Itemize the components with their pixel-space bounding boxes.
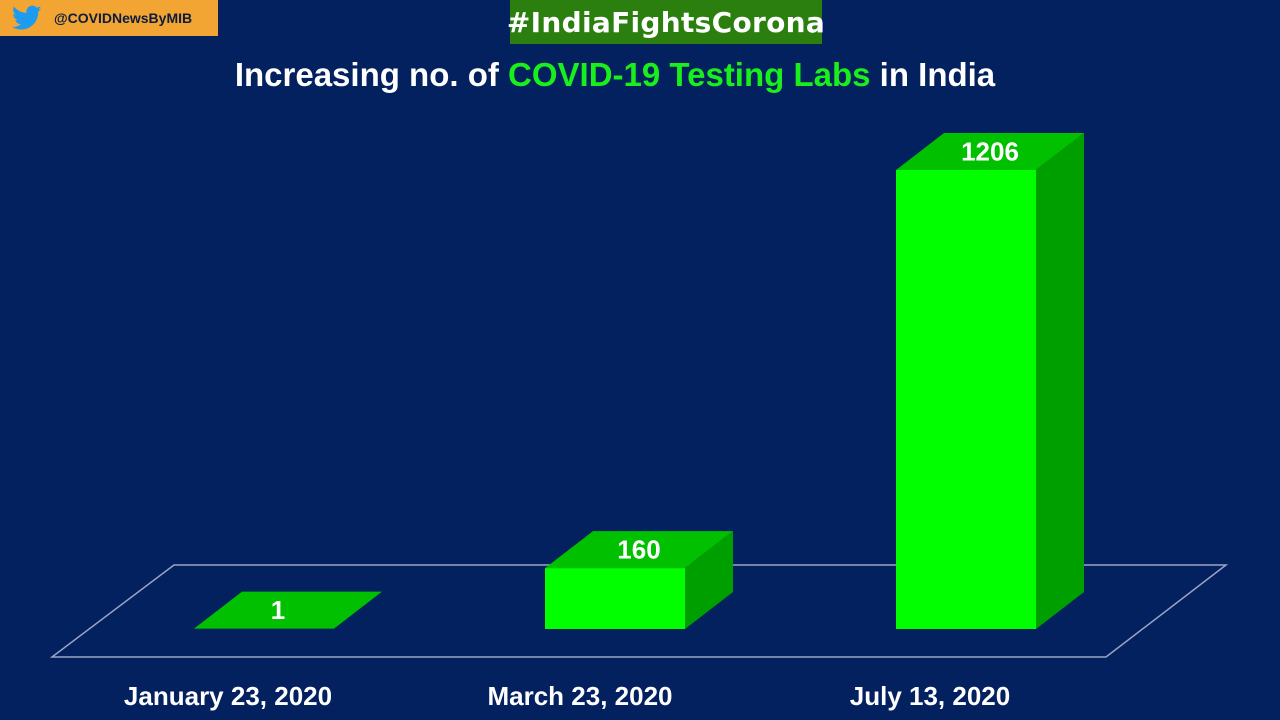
title-part-1: Increasing no. of: [234, 56, 509, 93]
bar-1: [194, 591, 382, 629]
chart-title: Increasing no. of COVID-19 Testing Labs …: [0, 56, 1230, 94]
title-highlight: COVID-19 Testing Labs: [508, 56, 871, 93]
bar-front-face: [545, 568, 685, 629]
bar-data-label: 160: [617, 535, 660, 565]
twitter-bird-icon: [12, 5, 42, 31]
bar-top-face: [896, 133, 1084, 170]
chart-floor: [49, 564, 1229, 658]
bar-top-face: [194, 591, 382, 629]
bar-2: [545, 531, 733, 629]
bar-data-label: 1206: [961, 137, 1019, 167]
category-label: July 13, 2020: [850, 681, 1010, 711]
hashtag-banner: #IndiaFightsCorona: [507, 0, 825, 44]
title-part-3: in India: [870, 56, 996, 93]
bars-group: [194, 133, 1084, 629]
bar-data-label: 1: [271, 595, 285, 625]
category-label: January 23, 2020: [124, 681, 332, 711]
bar-top-face: [545, 531, 733, 569]
bar-3: [896, 133, 1084, 629]
data-labels-group: 1 160 1206: [271, 137, 1019, 626]
bar-side-face: [1036, 133, 1084, 629]
bar-side-face: [685, 531, 733, 629]
twitter-handle-badge: @COVIDNewsByMIB: [0, 0, 218, 36]
category-labels-group: January 23, 2020 March 23, 2020 July 13, 2…: [124, 681, 1010, 711]
category-label: March 23, 2020: [487, 681, 672, 711]
bar-front-face: [896, 170, 1036, 629]
twitter-handle: @COVIDNewsByMIB: [54, 10, 193, 26]
